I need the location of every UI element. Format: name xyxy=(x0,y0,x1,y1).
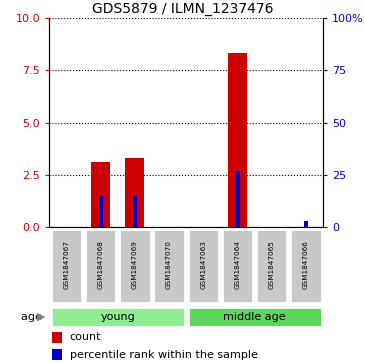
Text: middle age: middle age xyxy=(223,312,286,322)
Text: GSM1847065: GSM1847065 xyxy=(269,240,275,289)
Bar xyxy=(126,158,144,227)
Text: percentile rank within the sample: percentile rank within the sample xyxy=(70,350,258,360)
FancyBboxPatch shape xyxy=(222,229,253,303)
Bar xyxy=(235,171,239,227)
FancyBboxPatch shape xyxy=(256,229,288,303)
Bar xyxy=(52,332,62,343)
Bar xyxy=(52,349,62,360)
FancyBboxPatch shape xyxy=(153,229,185,303)
Text: GSM1847068: GSM1847068 xyxy=(97,240,104,289)
FancyBboxPatch shape xyxy=(119,229,150,303)
FancyBboxPatch shape xyxy=(51,307,185,327)
FancyBboxPatch shape xyxy=(290,229,322,303)
Bar xyxy=(133,196,137,227)
Text: GSM1847064: GSM1847064 xyxy=(234,240,241,289)
FancyBboxPatch shape xyxy=(51,229,82,303)
Text: GSM1847066: GSM1847066 xyxy=(303,240,309,289)
Text: GSM1847067: GSM1847067 xyxy=(64,240,69,289)
FancyBboxPatch shape xyxy=(85,229,116,303)
Text: count: count xyxy=(70,333,101,342)
Bar xyxy=(99,196,103,227)
FancyBboxPatch shape xyxy=(188,229,219,303)
Text: ▶: ▶ xyxy=(30,312,46,322)
Text: age: age xyxy=(21,312,46,322)
Bar xyxy=(91,162,110,227)
Text: GSM1847069: GSM1847069 xyxy=(132,240,138,289)
Text: GSM1847070: GSM1847070 xyxy=(166,240,172,289)
Text: GSM1847063: GSM1847063 xyxy=(200,240,206,289)
FancyBboxPatch shape xyxy=(188,307,322,327)
Text: young: young xyxy=(100,312,135,322)
Bar xyxy=(304,221,308,227)
Text: GDS5879 / ILMN_1237476: GDS5879 / ILMN_1237476 xyxy=(92,2,273,16)
Bar xyxy=(228,53,247,227)
